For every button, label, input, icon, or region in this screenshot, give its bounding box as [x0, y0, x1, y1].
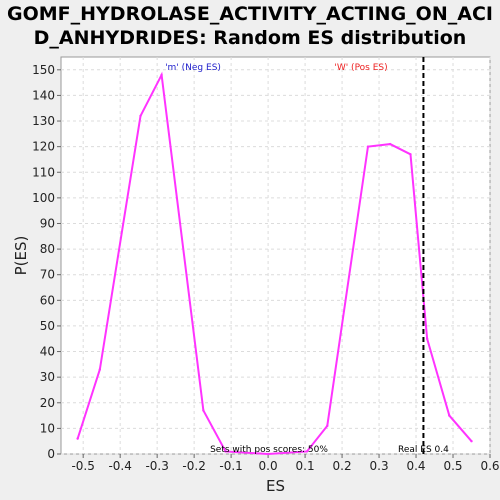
data-point	[448, 414, 451, 417]
real-es-group: Real ES 0.4	[398, 57, 449, 455]
y-tick-label: 90	[40, 216, 55, 230]
y-tick-label: 120	[32, 140, 55, 154]
data-point	[425, 337, 429, 340]
data-point	[388, 142, 392, 146]
real-es-label: Real ES 0.4	[398, 445, 449, 455]
y-tick-label: 130	[32, 114, 55, 128]
data-point	[160, 73, 163, 77]
chart-title: GOMF_HYDROLASE_ACTIVITY_ACTING_ON_ACI D_…	[0, 2, 500, 50]
x-tick-label: 0.0	[259, 459, 278, 473]
data-point	[366, 145, 370, 148]
data-point	[202, 409, 205, 412]
x-tick-label: -0.2	[182, 459, 205, 473]
x-tick-label: 0.1	[296, 459, 315, 473]
x-tick-label: -0.3	[145, 459, 168, 473]
x-tick-label: -0.5	[71, 459, 94, 473]
x-tick-label: 0.4	[406, 459, 425, 473]
pos-es-annotation: 'W' (Pos ES)	[334, 63, 387, 73]
x-tick-label: 0.6	[480, 459, 499, 473]
x-tick-label: 0.2	[333, 459, 352, 473]
x-tick-label: -0.1	[219, 459, 242, 473]
y-tick-label: 40	[40, 345, 55, 359]
y-tick-label: 140	[32, 88, 55, 102]
grid-lines	[61, 57, 491, 455]
x-axis-ticks: -0.5 -0.4 -0.3 -0.2 -0.1 0.0 0.1 0.2 0.3 0.4 0.5 0.…	[71, 454, 500, 473]
y-tick-label: 110	[32, 165, 55, 179]
data-point	[266, 452, 270, 456]
data-point	[139, 114, 142, 118]
x-axis-label: ES	[266, 477, 285, 495]
data-point	[409, 153, 412, 156]
data-point	[326, 424, 329, 428]
data-point	[98, 368, 102, 371]
data-point	[76, 437, 79, 440]
y-axis-ticks: 0 10 20 30 40 50 60 70 80 90 100 110 120 130 140 150	[32, 63, 61, 461]
y-tick-label: 100	[32, 191, 55, 205]
y-tick-label: 80	[40, 242, 55, 256]
data-point	[470, 439, 473, 443]
y-tick-label: 50	[40, 319, 55, 333]
y-tick-label: 10	[40, 421, 55, 435]
x-tick-label: -0.4	[108, 459, 131, 473]
data-point	[305, 450, 309, 453]
y-tick-label: 70	[40, 268, 55, 282]
y-tick-label: 30	[40, 370, 55, 384]
x-tick-label: 0.5	[443, 459, 462, 473]
chart-title-line2: D_ANHYDRIDES: Random ES distribution	[33, 27, 467, 49]
x-tick-label: 0.3	[370, 459, 389, 473]
plot-area	[60, 56, 491, 455]
y-tick-label: 150	[32, 63, 55, 77]
data-point	[224, 450, 227, 453]
neg-es-annotation: 'm' (Neg ES)	[165, 63, 221, 73]
y-axis-label: P(ES)	[12, 236, 30, 276]
series-group	[76, 71, 473, 456]
y-tick-label: 60	[40, 293, 55, 307]
pos-scores-annotation: Sets with pos scores: 50%	[210, 445, 328, 455]
y-tick-label: 20	[40, 396, 55, 410]
y-tick-label: 0	[47, 447, 55, 461]
chart-title-line1: GOMF_HYDROLASE_ACTIVITY_ACTING_ON_ACI	[7, 3, 493, 25]
